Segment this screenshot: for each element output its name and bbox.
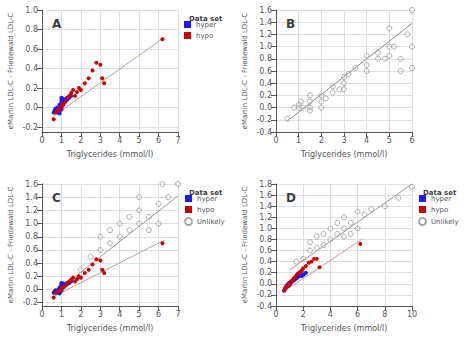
svg-text:-0.2: -0.2 (22, 123, 38, 132)
svg-text:4: 4 (117, 310, 122, 319)
svg-text:Data set: Data set (423, 189, 457, 197)
svg-text:1.2: 1.2 (25, 206, 38, 215)
svg-text:Data set: Data set (189, 15, 223, 23)
svg-text:Triglycerides (mmol/l): Triglycerides (mmol/l) (66, 150, 154, 159)
svg-text:1: 1 (296, 136, 301, 145)
svg-text:1.4: 1.4 (259, 202, 272, 211)
svg-text:hypo: hypo (431, 206, 448, 214)
svg-text:2: 2 (301, 310, 306, 319)
svg-text:hyper: hyper (197, 194, 218, 203)
svg-text:Unlikely: Unlikely (431, 218, 459, 226)
svg-text:0.6: 0.6 (259, 246, 272, 255)
svg-text:5: 5 (387, 136, 392, 145)
svg-text:eMartin LDL-C - Friedewald LDL: eMartin LDL-C - Friedewald LDL-C (241, 186, 249, 303)
svg-text:4: 4 (328, 310, 333, 319)
svg-text:0.0: 0.0 (259, 103, 272, 112)
svg-text:10: 10 (407, 310, 417, 319)
svg-text:Triglycerides (mmol/l): Triglycerides (mmol/l) (300, 324, 388, 333)
svg-text:eMartin LDL-C - Friedewald LDL: eMartin LDL-C - Friedewald LDL-C (7, 186, 15, 303)
svg-text:0.2: 0.2 (25, 84, 38, 93)
svg-text:0.6: 0.6 (259, 67, 272, 76)
svg-text:6: 6 (156, 310, 161, 319)
svg-text:1.4: 1.4 (259, 18, 272, 27)
svg-text:Data set: Data set (189, 189, 223, 197)
svg-text:0: 0 (273, 136, 278, 145)
svg-text:5: 5 (137, 310, 142, 319)
svg-text:D: D (286, 191, 296, 205)
svg-text:1: 1 (59, 310, 64, 319)
svg-text:hypo: hypo (197, 206, 214, 214)
svg-text:-0.2: -0.2 (256, 115, 272, 124)
svg-text:hyper: hyper (431, 194, 452, 203)
svg-text:2: 2 (319, 136, 324, 145)
svg-text:hypo: hypo (196, 32, 213, 40)
svg-text:0.8: 0.8 (25, 232, 38, 241)
svg-text:6: 6 (409, 136, 414, 145)
svg-text:6: 6 (355, 310, 360, 319)
svg-text:-0.4: -0.4 (256, 302, 272, 311)
svg-text:4: 4 (117, 136, 122, 145)
svg-text:0.8: 0.8 (25, 25, 38, 34)
svg-text:Unlikely: Unlikely (197, 218, 225, 226)
svg-text:0: 0 (39, 310, 44, 319)
svg-text:0.0: 0.0 (259, 279, 272, 288)
svg-text:hyper: hyper (196, 20, 217, 29)
svg-text:7: 7 (175, 310, 180, 319)
svg-text:5: 5 (137, 136, 142, 145)
svg-text:Triglycerides (mmol/l): Triglycerides (mmol/l) (300, 150, 388, 159)
svg-text:eMartin LDL-C - Friedewald LDL: eMartin LDL-C - Friedewald LDL-C (241, 12, 249, 129)
svg-text:6: 6 (156, 136, 161, 145)
svg-text:0.8: 0.8 (259, 54, 272, 63)
svg-text:1.0: 1.0 (25, 219, 38, 228)
svg-text:0.4: 0.4 (259, 79, 272, 88)
svg-text:1.2: 1.2 (259, 213, 272, 222)
svg-text:0.4: 0.4 (25, 64, 38, 73)
svg-text:1.8: 1.8 (259, 180, 272, 189)
svg-text:1.2: 1.2 (259, 30, 272, 39)
svg-text:1: 1 (59, 136, 64, 145)
svg-text:2: 2 (78, 310, 83, 319)
svg-text:3: 3 (98, 310, 103, 319)
svg-text:7: 7 (175, 136, 180, 145)
svg-text:C: C (52, 191, 61, 205)
svg-text:1.6: 1.6 (259, 6, 272, 15)
svg-text:B: B (286, 17, 295, 31)
svg-text:0: 0 (273, 310, 278, 319)
svg-text:0.6: 0.6 (25, 45, 38, 54)
svg-text:-0.2: -0.2 (22, 298, 38, 307)
svg-text:-0.2: -0.2 (256, 290, 272, 299)
svg-text:3: 3 (341, 136, 346, 145)
svg-text:1.0: 1.0 (259, 224, 272, 233)
svg-text:0: 0 (39, 136, 44, 145)
svg-text:Triglycerides (mmol/l): Triglycerides (mmol/l) (66, 324, 154, 333)
svg-text:3: 3 (98, 136, 103, 145)
svg-text:-0.4: -0.4 (256, 128, 272, 137)
svg-text:1.6: 1.6 (25, 180, 38, 189)
svg-text:4: 4 (364, 136, 369, 145)
svg-text:1.0: 1.0 (25, 6, 38, 15)
svg-text:0.4: 0.4 (25, 259, 38, 268)
svg-text:0.0: 0.0 (25, 103, 38, 112)
svg-text:0.8: 0.8 (259, 235, 272, 244)
svg-text:1.6: 1.6 (259, 191, 272, 200)
svg-text:1.4: 1.4 (25, 193, 38, 202)
svg-text:0.2: 0.2 (259, 91, 272, 100)
svg-text:0.4: 0.4 (259, 257, 272, 266)
svg-text:8: 8 (382, 310, 387, 319)
svg-text:1.0: 1.0 (259, 42, 272, 51)
svg-text:0.0: 0.0 (25, 285, 38, 294)
svg-text:0.2: 0.2 (25, 272, 38, 281)
svg-text:A: A (52, 17, 62, 31)
svg-text:2: 2 (78, 136, 83, 145)
svg-text:0.6: 0.6 (25, 245, 38, 254)
svg-text:0.2: 0.2 (259, 268, 272, 277)
svg-text:eMartin LDL-C - Friedewald LDL: eMartin LDL-C - Friedewald LDL-C (7, 12, 15, 129)
